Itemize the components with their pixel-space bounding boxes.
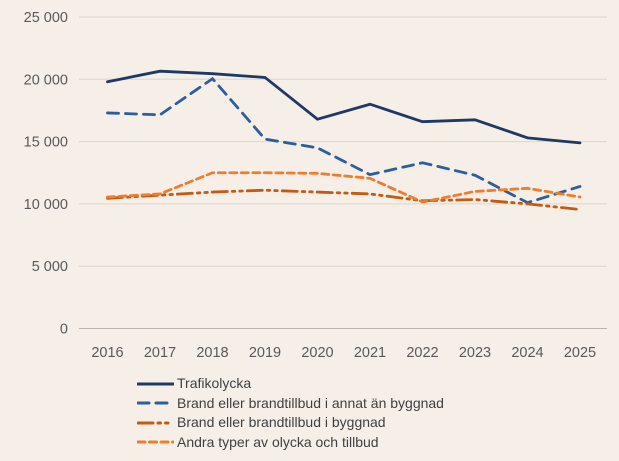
x-axis-tick-label: 2018 bbox=[196, 345, 228, 361]
x-axis-tick-label: 2025 bbox=[564, 345, 596, 361]
x-axis-tick-label: 2022 bbox=[406, 345, 438, 361]
legend-line-swatch bbox=[137, 421, 174, 425]
legend-line-swatch bbox=[137, 440, 174, 444]
x-axis-tick-label: 2023 bbox=[459, 345, 491, 361]
x-axis-tick-label: 2017 bbox=[144, 345, 176, 361]
legend-item: Trafikolycka bbox=[137, 375, 444, 393]
series-line-brand-eller-brandtillbud-i-byggnad bbox=[106, 188, 582, 211]
legend-item: Brand eller brandtillbud i annat än bygg… bbox=[137, 395, 444, 413]
y-axis-tick-label: 5 000 bbox=[32, 259, 68, 275]
legend-line-swatch bbox=[137, 382, 174, 386]
y-axis-tick-label: 0 bbox=[60, 322, 68, 338]
y-axis-tick-label: 20 000 bbox=[24, 72, 68, 88]
x-axis-tick-label: 2016 bbox=[91, 345, 123, 361]
series-line-brand-eller-brandtillbud-i-annat-n-byggnad bbox=[106, 76, 582, 205]
y-axis-tick-label: 15 000 bbox=[24, 135, 68, 151]
legend-line-swatch bbox=[137, 401, 174, 405]
legend-item-label: Trafikolycka bbox=[177, 375, 252, 392]
x-axis-tick-label: 2024 bbox=[511, 345, 543, 361]
legend-item-label: Andra typer av olycka och tillbud bbox=[177, 433, 379, 450]
x-axis-tick-label: 2019 bbox=[249, 345, 281, 361]
chart-legend: Trafikolycka Brand eller brandtillbud i a… bbox=[137, 375, 444, 451]
x-axis-tick-label: 2020 bbox=[301, 345, 333, 361]
series-line-andra-typer-av-olycka-och-tillbud bbox=[106, 171, 582, 204]
x-axis-tick-label: 2021 bbox=[354, 345, 386, 361]
y-axis-tick-label: 10 000 bbox=[24, 197, 68, 213]
legend-item-label: Brand eller brandtillbud i byggnad bbox=[177, 414, 386, 431]
legend-item: Brand eller brandtillbud i byggnad bbox=[137, 414, 444, 432]
legend-item-label: Brand eller brandtillbud i annat än bygg… bbox=[177, 394, 444, 411]
series-line-trafikolycka bbox=[106, 69, 582, 145]
y-axis-tick-label: 25 000 bbox=[24, 10, 68, 26]
legend-item: Andra typer av olycka och tillbud bbox=[137, 434, 444, 452]
